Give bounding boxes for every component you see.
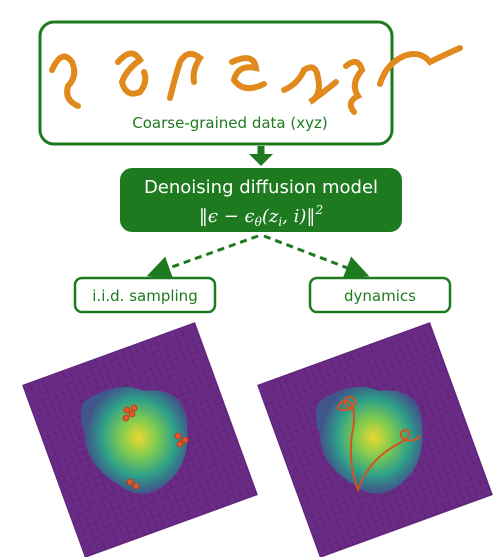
energy-surface — [257, 322, 493, 557]
formula-part: (z — [262, 206, 279, 227]
arrow-head — [249, 154, 273, 166]
formula-part: 2 — [314, 203, 323, 217]
dashed-arrow — [264, 236, 358, 272]
formula-part: , i)‖ — [282, 206, 315, 227]
model-formula: ‖ϵ − ϵθ(zi, i)‖2 — [199, 203, 323, 229]
dashed-arrow — [158, 236, 258, 272]
branch-label: dynamics — [344, 287, 416, 305]
diagram: Coarse-grained data (xyz) Denoising diff… — [0, 0, 494, 557]
model-title: Denoising diffusion model — [144, 177, 378, 198]
branch-label: i.i.d. sampling — [92, 287, 197, 305]
formula-part: ‖ϵ − ϵ — [199, 206, 255, 227]
data-label: Coarse-grained data (xyz) — [132, 114, 327, 132]
energy-surface — [22, 322, 258, 557]
